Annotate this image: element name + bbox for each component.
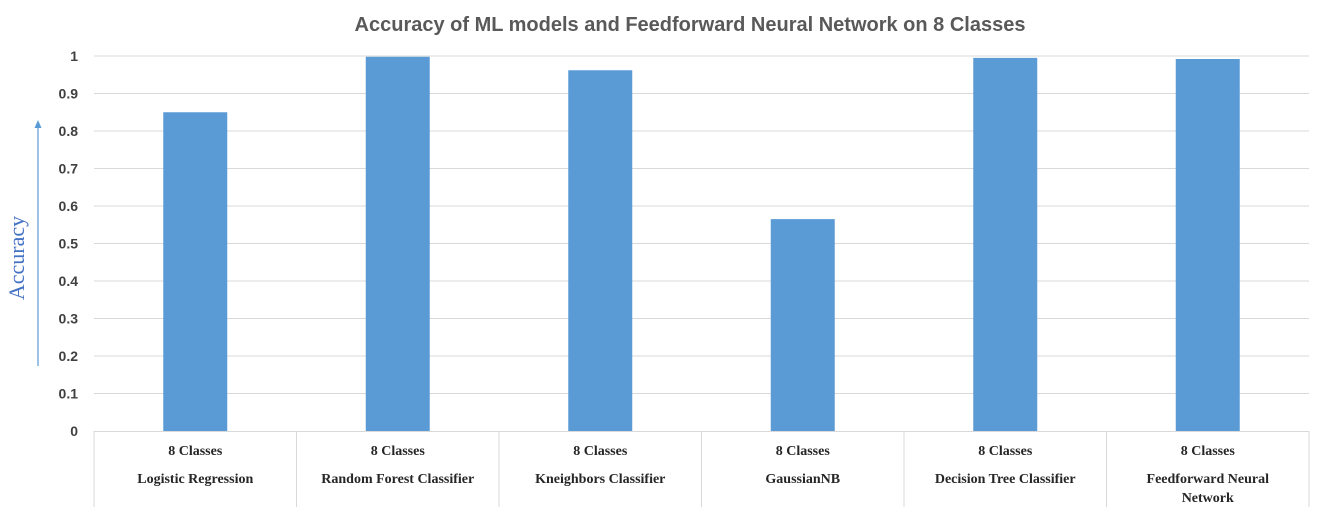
x-category-group-label: 8 Classes [168, 444, 223, 459]
y-axis-arrow-head [34, 120, 42, 128]
x-category-label: Feedforward Neural [1147, 472, 1270, 487]
y-tick-label: 0.2 [59, 348, 79, 364]
bar [1175, 59, 1240, 431]
y-tick-label: 0.7 [59, 161, 79, 177]
y-tick-label: 0.4 [59, 273, 79, 289]
x-category-label: Kneighbors Classifier [535, 472, 665, 487]
x-category-group-label: 8 Classes [776, 444, 831, 459]
x-category-label: Random Forest Classifier [321, 472, 474, 487]
category-axis: 8 Classes Logistic Regression 8 Classes Ran… [93, 431, 1310, 507]
x-category-label: GaussianNB [765, 472, 840, 487]
x-category-group-label: 8 Classes [371, 444, 426, 459]
y-axis-ticks: 0 0.1 0.2 0.3 0.4 0.5 0.6 0.7 0.8 0.9 1 [59, 48, 79, 439]
bar [770, 219, 835, 431]
y-tick-label: 0.1 [59, 386, 79, 402]
y-tick-label: 0.6 [59, 198, 79, 214]
bar [973, 57, 1038, 431]
bar [163, 112, 228, 431]
y-axis-label-group: Accuracy [4, 120, 42, 366]
x-category-group-label: 8 Classes [1181, 444, 1236, 459]
chart-title: Accuracy of ML models and Feedforward Ne… [355, 14, 1026, 36]
y-tick-label: 0.5 [59, 236, 79, 252]
y-tick-label: 1 [70, 48, 78, 64]
x-category-group-label: 8 Classes [573, 444, 628, 459]
y-tick-label: 0.3 [59, 311, 79, 327]
x-category-label: Network [1182, 491, 1234, 506]
bar [365, 56, 430, 431]
y-tick-label: 0.9 [59, 86, 79, 102]
x-category-group-label: 8 Classes [978, 444, 1033, 459]
x-category-label: Logistic Regression [137, 472, 253, 487]
x-category-label: Decision Tree Classifier [935, 472, 1076, 487]
bar [568, 70, 633, 431]
y-tick-label: 0 [70, 423, 78, 439]
bars [163, 56, 1240, 431]
y-axis-label: Accuracy [4, 216, 29, 300]
gridlines [94, 55, 1309, 394]
y-tick-label: 0.8 [59, 123, 79, 139]
